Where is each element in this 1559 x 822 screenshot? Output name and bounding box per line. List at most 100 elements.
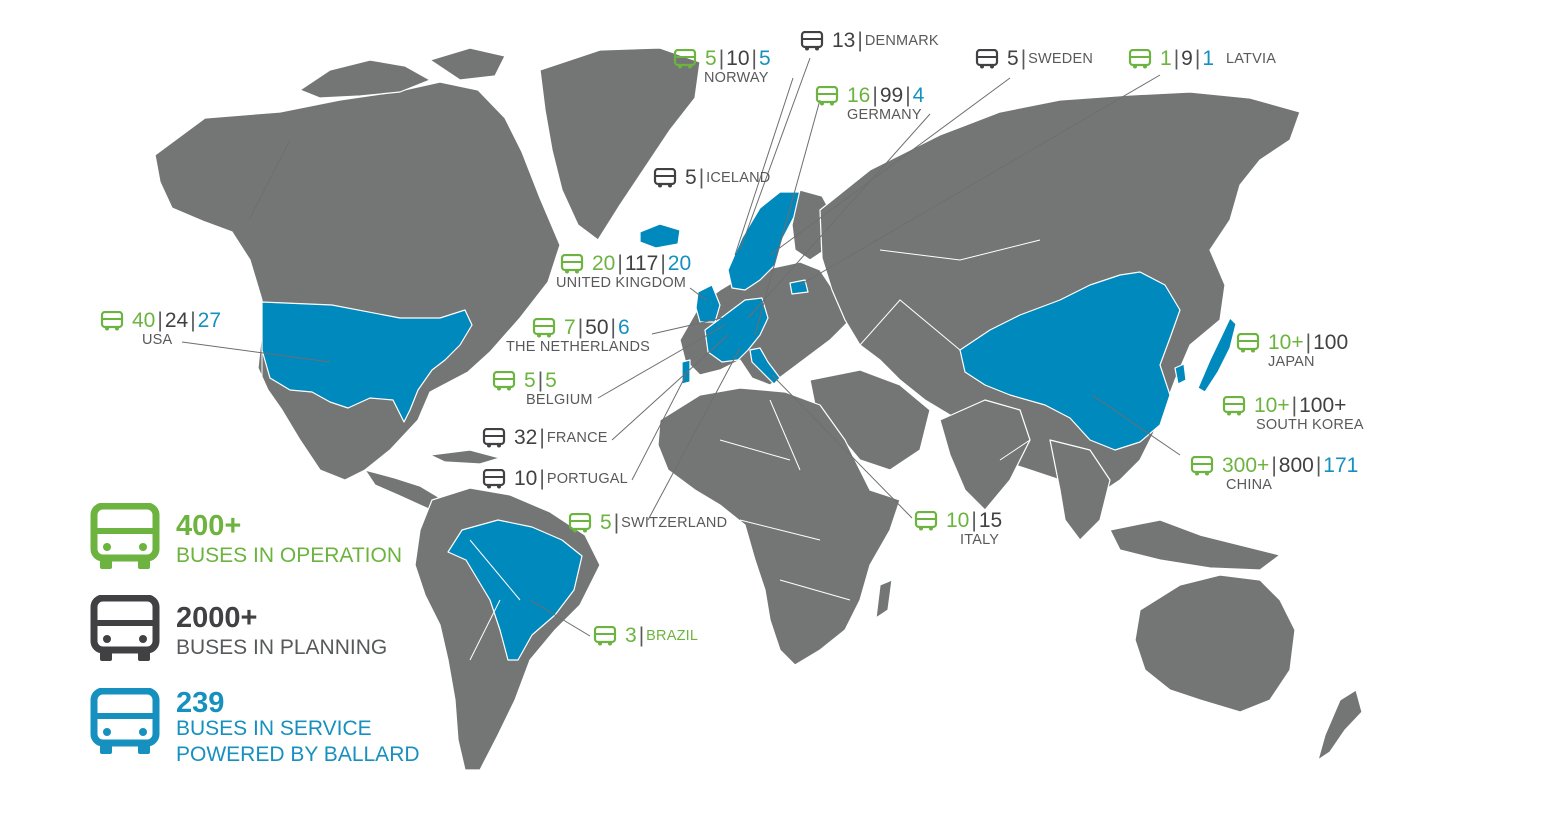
- planning-count: 10: [726, 47, 750, 70]
- north-america: [154, 81, 561, 481]
- country-name: SOUTH KOREA: [1256, 417, 1364, 433]
- country-name: SWEDEN: [1028, 51, 1093, 67]
- operation-count: 7: [564, 316, 576, 339]
- caribbean: [429, 449, 501, 465]
- label-south-korea: 10+ | 100+ SOUTH KOREA: [1222, 395, 1364, 433]
- country-name: NORWAY: [704, 70, 769, 86]
- country-name: THE NETHERLANDS: [506, 339, 650, 355]
- madagascar: [875, 579, 893, 619]
- ballard-count: 171: [1323, 454, 1359, 477]
- planning-count: 117: [624, 252, 659, 275]
- western-europe-shape: [704, 297, 769, 363]
- country-name: GERMANY: [847, 107, 922, 123]
- planning-count: 15: [978, 509, 1003, 532]
- china-shape: [959, 271, 1181, 451]
- bus-icon: [1128, 49, 1152, 69]
- planning-count: 10: [514, 467, 538, 490]
- legend-value: 400+: [176, 510, 242, 542]
- country-name: SWITZERLAND: [621, 515, 728, 531]
- country-name: DENMARK: [864, 33, 939, 49]
- ballard-count: 4: [912, 84, 925, 107]
- new-zealand: [1317, 689, 1363, 761]
- planning-count: 50: [585, 316, 609, 339]
- greenland: [539, 47, 701, 241]
- legend-caption: BUSES IN PLANNING: [176, 636, 388, 659]
- bus-icon: [560, 254, 584, 274]
- operation-count: 10: [946, 509, 970, 532]
- bus-icon: [90, 595, 160, 663]
- legend-value: 2000+: [176, 602, 258, 634]
- south-korea-shape: [1174, 363, 1187, 385]
- japan-shape: [1197, 317, 1237, 393]
- bus-icon: [532, 318, 556, 338]
- bus-icon: [482, 428, 506, 448]
- southeast-asia: [1049, 439, 1281, 571]
- planning-count: 5: [685, 166, 697, 189]
- brazil-shape: [447, 519, 583, 661]
- legend-value: 239: [176, 687, 225, 719]
- label-switzerland: 5 | SWITZERLAND: [568, 512, 727, 534]
- country-name: USA: [142, 332, 173, 348]
- bus-icon: [673, 49, 697, 69]
- country-name: PORTUGAL: [546, 471, 628, 487]
- india: [939, 399, 1031, 511]
- label-denmark: 13 | DENMARK: [800, 30, 939, 52]
- ballard-count: 1: [1202, 47, 1214, 70]
- country-name: ICELAND: [706, 170, 771, 186]
- bus-icon: [975, 49, 999, 69]
- country-name: BRAZIL: [646, 628, 699, 644]
- operation-count: 5: [600, 511, 612, 534]
- label-germany: 16 | 99 | 4 GERMANY: [815, 85, 924, 123]
- bus-icon: [90, 688, 160, 756]
- legend-caption: BUSES IN OPERATION: [176, 544, 402, 567]
- ballard-count: 27: [197, 309, 222, 332]
- country-name: JAPAN: [1268, 354, 1315, 370]
- country-name: CHINA: [1226, 477, 1273, 493]
- planning-count: 100+: [1299, 394, 1347, 417]
- asia: [819, 91, 1301, 501]
- bus-icon: [815, 86, 839, 106]
- label-france: 32 | FRANCE: [482, 427, 608, 449]
- bus-icon: [492, 371, 516, 391]
- label-usa: 40 | 24 | 27 USA: [100, 310, 221, 348]
- arctic-islands: [299, 47, 506, 99]
- label-portugal: 10 | PORTUGAL: [482, 468, 628, 490]
- ballard-count: 6: [617, 316, 630, 339]
- operation-count: 10+: [1268, 331, 1304, 354]
- planning-count: 13: [832, 29, 856, 52]
- leader-lines: [181, 57, 1181, 637]
- bus-icon: [482, 469, 506, 489]
- bus-icon: [593, 626, 617, 646]
- bus-icon: [90, 503, 160, 571]
- planning-count: 99: [879, 84, 904, 107]
- legend-planning: 2000+ BUSES IN PLANNING: [90, 595, 430, 665]
- operation-count: 3: [625, 624, 637, 647]
- scandinavia-shape: [727, 191, 801, 291]
- bus-icon: [1222, 396, 1246, 416]
- planning-count: 100: [1313, 331, 1349, 354]
- label-latvia: 1 | 9 | 1 LATVIA: [1128, 48, 1276, 70]
- africa: [657, 387, 901, 666]
- planning-count: 32: [514, 426, 538, 449]
- operation-count: 300+: [1222, 454, 1270, 477]
- planning-count: 5: [1007, 47, 1019, 70]
- usa-shape: [261, 301, 473, 423]
- operation-count: 16: [847, 84, 871, 107]
- country-name: LATVIA: [1226, 51, 1277, 67]
- country-borders: [261, 239, 1041, 661]
- country-name: UNITED KINGDOM: [556, 275, 687, 291]
- planning-count: 24: [164, 309, 189, 332]
- country-name: FRANCE: [546, 430, 608, 446]
- operation-count: 40: [132, 309, 156, 332]
- legend-operation: 400+ BUSES IN OPERATION: [90, 503, 430, 573]
- operation-count: 20: [592, 252, 616, 275]
- label-italy: 10 | 15 ITALY: [914, 510, 1002, 548]
- label-brazil: 3 | BRAZIL: [593, 625, 698, 647]
- label-japan: 10+ | 100 JAPAN: [1236, 332, 1348, 370]
- bus-icon: [100, 311, 124, 331]
- uk-shape: [695, 284, 721, 323]
- operation-count: 5: [524, 369, 536, 392]
- legend-ballard: 239 BUSES IN SERVICE POWERED BY BALLARD: [90, 688, 430, 768]
- iceland-shape: [639, 223, 681, 249]
